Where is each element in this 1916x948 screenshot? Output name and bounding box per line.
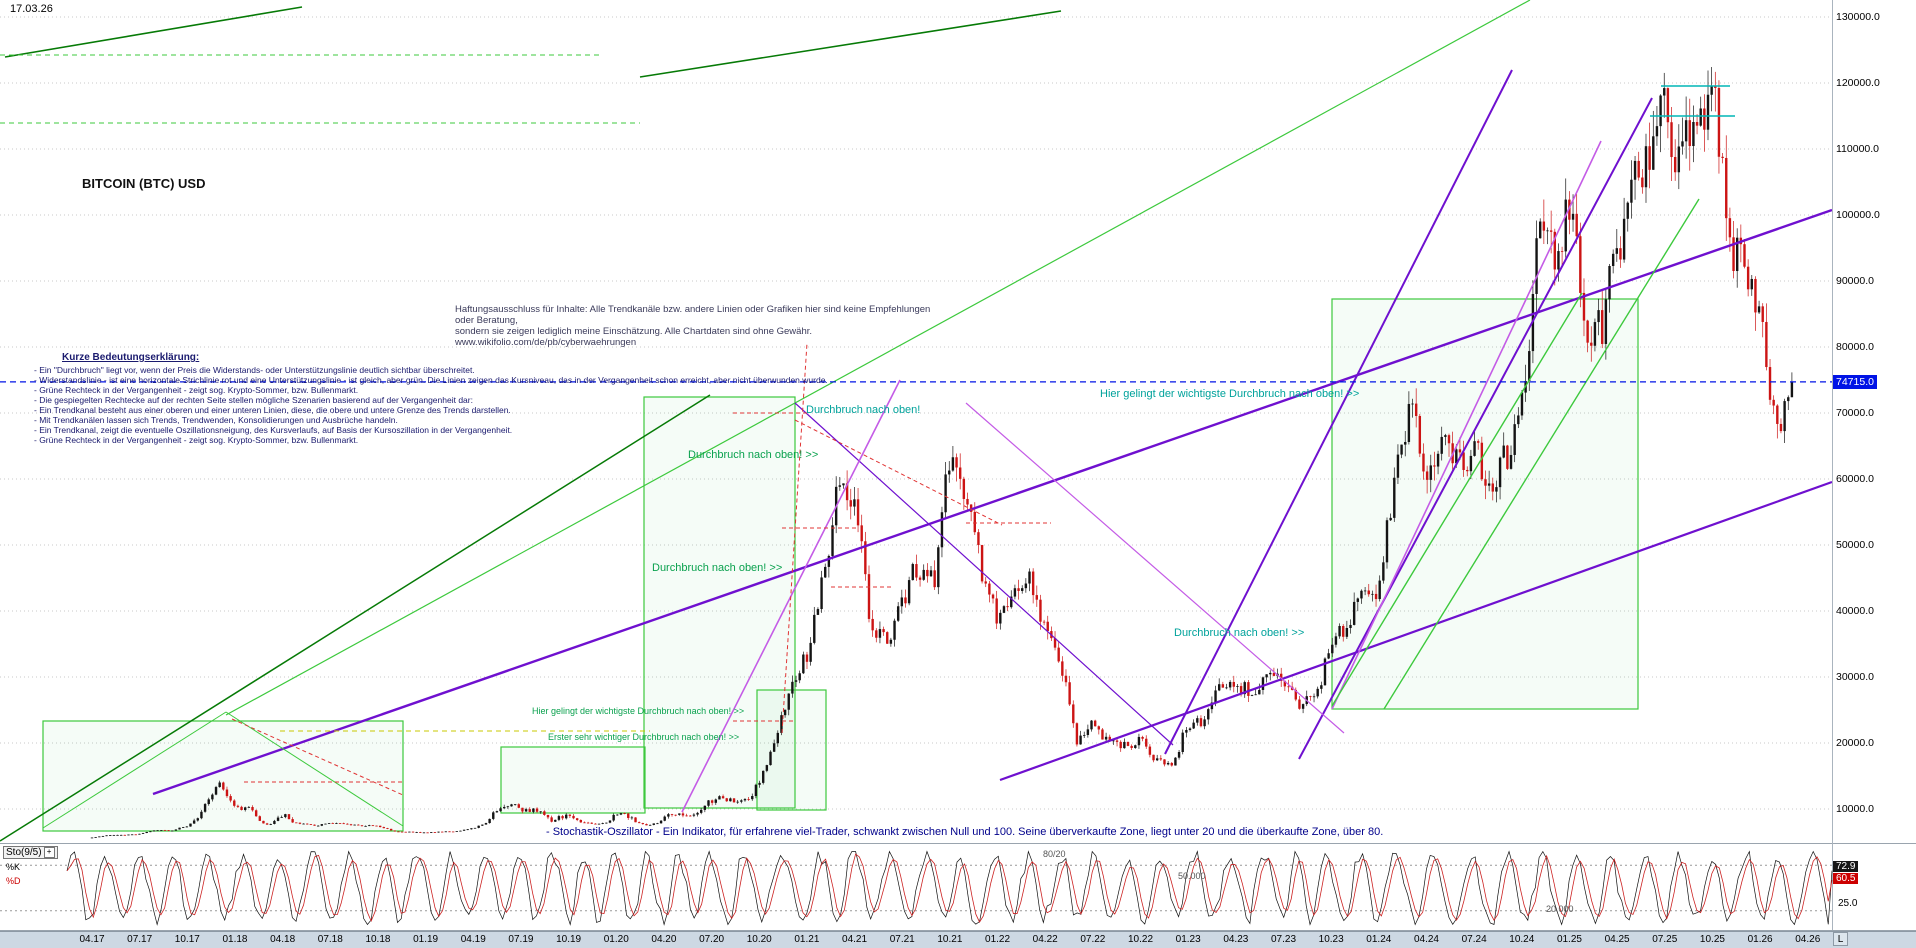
x-axis-label: 01.24: [1366, 934, 1392, 945]
x-axis-label: 04.24: [1413, 934, 1439, 945]
legend-line: - Die gespiegelten Rechtecke auf der rec…: [34, 395, 473, 405]
scrollbar-end-button[interactable]: L: [1833, 932, 1848, 946]
x-axis-label: 10.21: [937, 934, 963, 945]
time-axis-scrollbar[interactable]: 04.17 07.17 10.17 01.18 04.18 07.18 10.18 01.19…: [0, 931, 1916, 948]
x-axis-label: 04.23: [1223, 934, 1249, 945]
x-axis-label: 07.19: [508, 934, 534, 945]
x-axis-label: 01.21: [794, 934, 820, 945]
x-axis-label: 07.17: [127, 934, 153, 945]
time-axis-labels: 04.17 07.17 10.17 01.18 04.18 07.18 10.18 01.19…: [0, 932, 1916, 948]
stochastic-description: - Stochastik-Oszillator - Ein Indikator,…: [546, 826, 1384, 838]
x-axis-label: 07.21: [889, 934, 915, 945]
legend-line: - Ein Trendkanal, zeigt die eventuelle O…: [34, 425, 513, 435]
x-axis-label: 10.19: [556, 934, 582, 945]
x-axis-label: 07.24: [1461, 934, 1487, 945]
legend-block: Kurze Bedeutungserklärung: - Ein "Durchb…: [34, 352, 828, 445]
x-axis-label: 10.20: [746, 934, 772, 945]
legend-line: - Grüne Rechteck in der Vergangenheit - …: [34, 385, 359, 395]
x-axis-label: 10.23: [1318, 934, 1344, 945]
legend-lines: - Ein "Durchbruch" liegt vor, wenn der P…: [34, 365, 828, 445]
stochastic-levels-label: 80/20: [1043, 849, 1066, 859]
x-axis-label: 07.20: [699, 934, 725, 945]
x-axis-label: 10.24: [1509, 934, 1535, 945]
level-20000-label: 20.000: [1546, 904, 1574, 914]
stochastic-d-value-tag: 60.5: [1833, 873, 1859, 884]
legend-heading: Kurze Bedeutungserklärung:: [62, 352, 200, 363]
x-axis-label: 04.19: [460, 934, 486, 945]
stochastic-k-value-tag: 72.9: [1833, 861, 1859, 872]
x-axis-label: 01.26: [1747, 934, 1773, 945]
legend-line: - Ein "Durchbruch" liegt vor, wenn der P…: [34, 365, 475, 375]
legend-line: - Mit Trendkanälen lassen sich Trends, T…: [34, 415, 398, 425]
x-axis-label: 04.26: [1795, 934, 1821, 945]
disclaimer-line-2: sondern sie zeigen lediglich meine Einsc…: [455, 326, 813, 348]
stochastic-extra-value: 25.0: [1838, 898, 1858, 909]
x-axis-label: 04.18: [270, 934, 296, 945]
x-axis-label: 01.20: [603, 934, 629, 945]
x-axis-label: 10.25: [1699, 934, 1725, 945]
stochastic-indicator-label[interactable]: Sto(9/5) +: [3, 846, 58, 859]
x-axis-label: 04.25: [1604, 934, 1630, 945]
disclaimer-text: Haftungsausschluss für Inhalte: Alle Tre…: [455, 304, 935, 348]
legend-line: - Widerstandslinie - ist eine horizontal…: [34, 375, 828, 385]
x-axis-label: 04.22: [1032, 934, 1058, 945]
current-price-tag: 74715.0: [1833, 374, 1877, 389]
x-axis-label: 10.17: [174, 934, 200, 945]
x-axis-label: 01.19: [413, 934, 439, 945]
disclaimer-line-1: Haftungsausschluss für Inhalte: Alle Tre…: [455, 304, 931, 326]
x-axis-label: 01.23: [1175, 934, 1201, 945]
instrument-title: BITCOIN (BTC) USD: [82, 176, 206, 191]
x-axis-label: 07.23: [1270, 934, 1297, 945]
indicator-settings-icon[interactable]: +: [43, 847, 55, 858]
x-axis-label: 01.18: [222, 934, 248, 945]
x-axis-label: 01.25: [1556, 934, 1582, 945]
stochastic-name: Sto(9/5): [6, 847, 42, 858]
x-axis-label: 04.20: [651, 934, 677, 945]
x-axis-label: 10.18: [365, 934, 391, 945]
x-axis-label: 04.17: [79, 934, 105, 945]
x-axis-label: 04.21: [842, 934, 868, 945]
chart-date-label: 17.03.26: [10, 3, 53, 15]
x-axis-label: 07.22: [1080, 934, 1106, 945]
x-axis-label: 10.22: [1128, 934, 1154, 945]
level-50000-label: 50.000: [1178, 871, 1206, 881]
stochastic-k-label: %K: [6, 862, 21, 872]
stochastic-d-label: %D: [6, 876, 21, 886]
x-axis-label: 01.22: [985, 934, 1011, 945]
legend-line: - Ein Trendkanal besteht aus einer obere…: [34, 405, 511, 415]
legend-line: - Grüne Rechteck in der Vergangenheit - …: [34, 435, 359, 445]
x-axis-label: 07.25: [1652, 934, 1678, 945]
x-axis-label: 07.18: [317, 934, 343, 945]
